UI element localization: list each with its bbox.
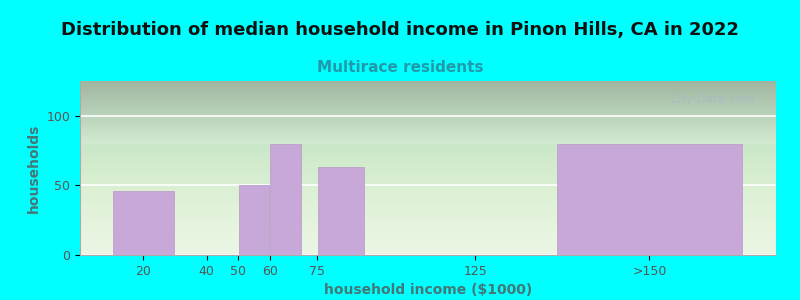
Bar: [318, 167, 364, 255]
Y-axis label: households: households: [27, 123, 41, 213]
Text: City-Data.com: City-Data.com: [671, 93, 755, 106]
Bar: [238, 185, 270, 255]
Bar: [558, 144, 742, 255]
Bar: [113, 191, 174, 255]
Text: Distribution of median household income in Pinon Hills, CA in 2022: Distribution of median household income …: [61, 21, 739, 39]
Bar: [270, 144, 301, 255]
Text: Multirace residents: Multirace residents: [317, 60, 483, 75]
X-axis label: household income ($1000): household income ($1000): [324, 283, 532, 297]
